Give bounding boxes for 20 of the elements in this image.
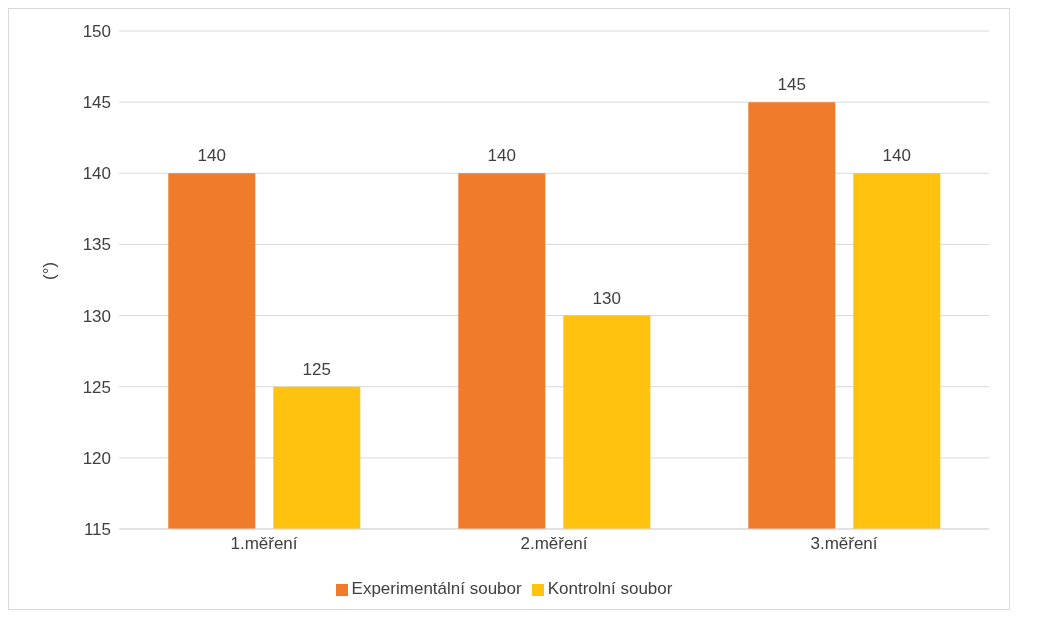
data-label: 130 (592, 288, 621, 308)
data-label: 140 (197, 146, 226, 166)
y-axis-title: (°) (40, 261, 60, 280)
data-label: 140 (882, 146, 911, 166)
legend-label: Kontrolní soubor (547, 579, 673, 598)
x-tick-label: 3.měření (810, 534, 878, 554)
y-tick-label: 130 (82, 306, 111, 326)
x-tick-label: 2.měření (520, 534, 588, 554)
y-tick-label: 145 (82, 93, 111, 113)
data-label: 125 (302, 359, 331, 379)
legend-label: Experimentální soubor (351, 579, 522, 598)
y-tick-label: 125 (82, 377, 111, 397)
y-tick-label: 115 (83, 520, 111, 540)
y-tick-label: 120 (82, 448, 111, 468)
x-tick-label: 1.měření (230, 534, 298, 554)
data-label: 140 (487, 146, 516, 166)
data-label: 145 (777, 75, 806, 95)
y-tick-label: 135 (82, 235, 111, 255)
y-tick-label: 140 (82, 164, 111, 184)
y-tick-label: 150 (82, 22, 111, 42)
